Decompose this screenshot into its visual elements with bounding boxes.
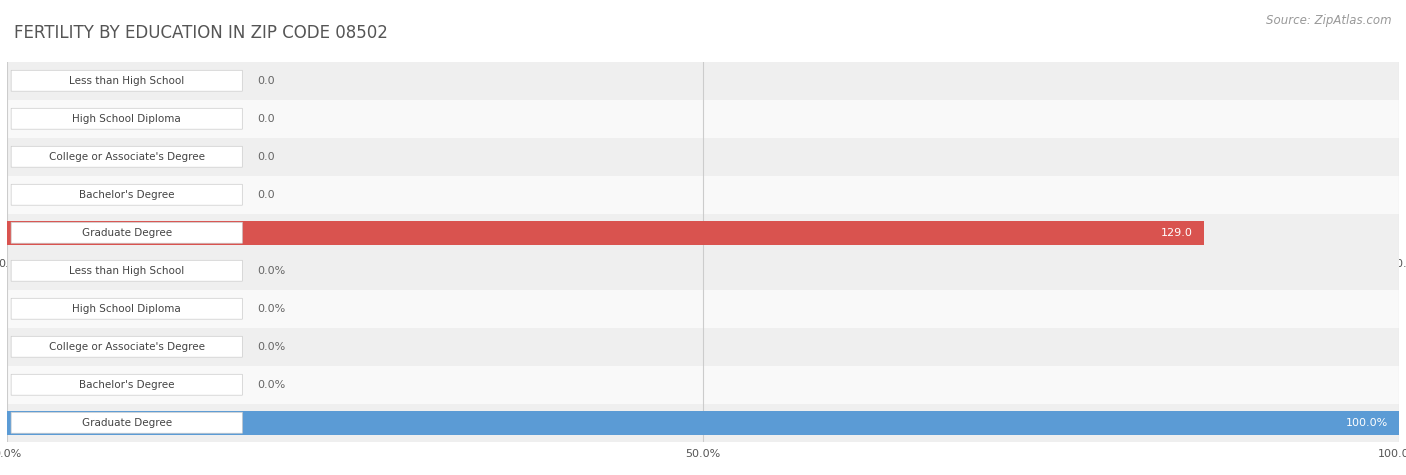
FancyBboxPatch shape	[11, 108, 242, 129]
Text: Less than High School: Less than High School	[69, 76, 184, 86]
Text: High School Diploma: High School Diploma	[72, 304, 181, 314]
FancyBboxPatch shape	[11, 336, 242, 357]
Text: College or Associate's Degree: College or Associate's Degree	[49, 152, 205, 162]
FancyBboxPatch shape	[11, 298, 242, 319]
Text: 0.0%: 0.0%	[257, 304, 285, 314]
Bar	[7, 328, 1399, 366]
Text: Graduate Degree: Graduate Degree	[82, 228, 172, 238]
Bar	[7, 290, 1399, 328]
Text: 0.0: 0.0	[257, 152, 276, 162]
FancyBboxPatch shape	[11, 184, 242, 205]
Bar	[7, 221, 1204, 245]
Text: 0.0%: 0.0%	[257, 342, 285, 352]
FancyBboxPatch shape	[11, 260, 242, 281]
Text: Source: ZipAtlas.com: Source: ZipAtlas.com	[1267, 14, 1392, 27]
FancyBboxPatch shape	[11, 222, 242, 243]
Bar	[7, 411, 1399, 435]
Bar	[7, 138, 1399, 176]
Text: 0.0: 0.0	[257, 76, 276, 86]
Bar	[7, 176, 1399, 214]
Text: 0.0%: 0.0%	[257, 266, 285, 276]
Text: 129.0: 129.0	[1161, 228, 1192, 238]
Text: 0.0%: 0.0%	[257, 380, 285, 390]
FancyBboxPatch shape	[11, 70, 242, 91]
Text: FERTILITY BY EDUCATION IN ZIP CODE 08502: FERTILITY BY EDUCATION IN ZIP CODE 08502	[14, 24, 388, 42]
Text: 0.0: 0.0	[257, 114, 276, 124]
FancyBboxPatch shape	[11, 412, 242, 433]
Text: 100.0%: 100.0%	[1346, 418, 1388, 428]
Text: High School Diploma: High School Diploma	[72, 114, 181, 124]
Bar	[7, 100, 1399, 138]
FancyBboxPatch shape	[11, 374, 242, 395]
Bar	[7, 404, 1399, 442]
Bar	[7, 252, 1399, 290]
Text: 0.0: 0.0	[257, 190, 276, 200]
FancyBboxPatch shape	[11, 146, 242, 167]
Bar	[7, 214, 1399, 252]
Text: College or Associate's Degree: College or Associate's Degree	[49, 342, 205, 352]
Bar	[7, 366, 1399, 404]
Text: Less than High School: Less than High School	[69, 266, 184, 276]
Text: Bachelor's Degree: Bachelor's Degree	[79, 380, 174, 390]
Bar	[7, 62, 1399, 100]
Text: Graduate Degree: Graduate Degree	[82, 418, 172, 428]
Text: Bachelor's Degree: Bachelor's Degree	[79, 190, 174, 200]
